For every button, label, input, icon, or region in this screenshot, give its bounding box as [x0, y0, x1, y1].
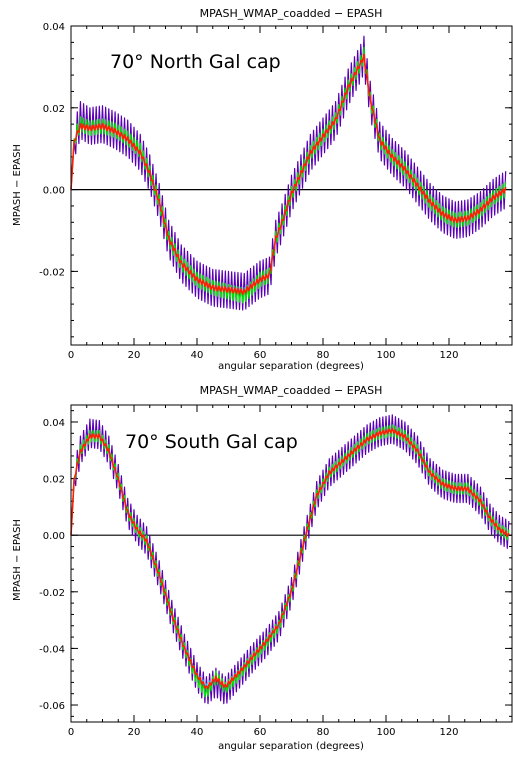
- x-tick-label: 40: [191, 350, 204, 361]
- chart-south: MPASH_WMAP_coadded − EPASH 70° South Gal…: [12, 384, 513, 752]
- x-tick-label: 0: [68, 727, 74, 738]
- series-line: [70, 51, 507, 295]
- chart-annotation: 70° South Gal cap: [125, 431, 298, 453]
- x-axis-label: angular separation (degrees): [218, 361, 364, 372]
- x-tick-label: 100: [376, 350, 395, 361]
- chart-title: MPASH_WMAP_coadded − EPASH: [200, 384, 383, 397]
- y-tick-label: -0.04: [39, 644, 65, 655]
- series-line: [70, 414, 510, 705]
- y-axis-label: MPASH − EPASH: [12, 519, 23, 601]
- y-tick-label: 0.04: [43, 22, 65, 33]
- y-tick-label: -0.02: [39, 588, 65, 599]
- y-tick-label: 0.00: [43, 186, 65, 197]
- series-line: [70, 46, 507, 304]
- series-group: [70, 35, 507, 311]
- x-tick-label: 80: [317, 350, 330, 361]
- series-line: [70, 35, 507, 311]
- series-line: [70, 427, 510, 690]
- chart-north: MPASH_WMAP_coadded − EPASH 70° North Gal…: [12, 7, 513, 372]
- series-group: [70, 414, 510, 705]
- x-tick-label: 120: [439, 350, 458, 361]
- x-tick-label: 60: [254, 350, 267, 361]
- x-tick-label: 20: [128, 350, 141, 361]
- x-tick-label: 40: [191, 727, 204, 738]
- x-axis-label: angular separation (degrees): [218, 741, 364, 752]
- y-tick-label: 0.00: [43, 531, 65, 542]
- y-tick-label: 0.04: [43, 418, 65, 429]
- y-tick-label: 0.02: [43, 475, 65, 486]
- chart-title: MPASH_WMAP_coadded − EPASH: [200, 7, 383, 20]
- y-axis-label: MPASH − EPASH: [12, 144, 23, 226]
- x-tick-label: 0: [68, 350, 74, 361]
- x-tick-label: 20: [128, 727, 141, 738]
- plot-frame: [70, 25, 513, 346]
- x-ticks: 0 20 40 60 80 100 120: [68, 26, 497, 361]
- x-tick-label: 60: [254, 727, 267, 738]
- series-line: [70, 53, 507, 295]
- x-tick-label: 100: [376, 727, 395, 738]
- plot-frame: [70, 404, 513, 723]
- chart-annotation: 70° North Gal cap: [110, 51, 281, 73]
- x-ticks: 0 20 40 60 80 100 120: [68, 405, 497, 738]
- y-tick-label: -0.02: [39, 267, 65, 278]
- x-tick-label: 120: [439, 727, 458, 738]
- x-tick-label: 80: [317, 727, 330, 738]
- y-tick-label: -0.06: [39, 701, 65, 712]
- y-tick-label: 0.02: [43, 104, 65, 115]
- series-line: [70, 427, 510, 689]
- series-line: [70, 424, 510, 698]
